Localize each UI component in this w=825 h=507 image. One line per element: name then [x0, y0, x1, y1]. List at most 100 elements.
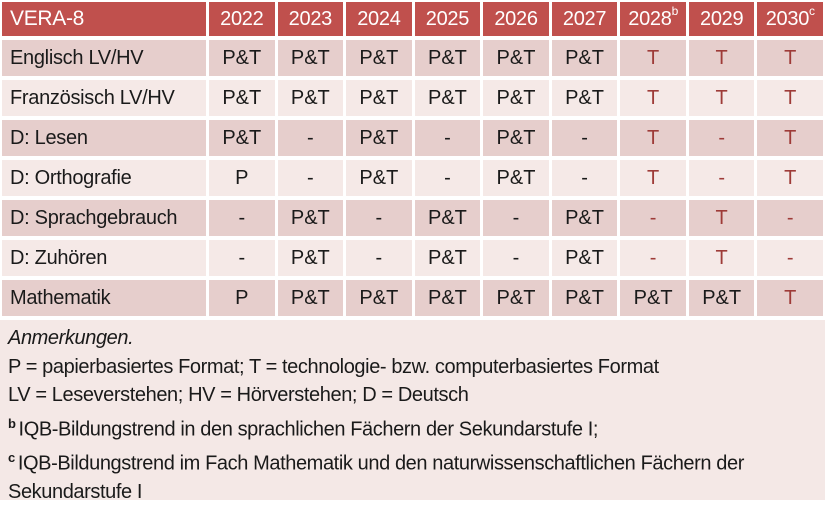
table-header-year-2027: 2027: [551, 2, 618, 36]
row-label: Englisch LV/HV: [2, 40, 206, 76]
table-cell: T: [688, 80, 755, 116]
table-cell: -: [414, 160, 481, 196]
table-cell: T: [620, 120, 686, 156]
note-footnote-c: c IQB-Bildungstrend im Fach Mathematik un…: [8, 444, 817, 507]
table-cell: P&T: [346, 40, 412, 76]
table-header-title: VERA-8: [2, 2, 206, 36]
year-label: 2026: [494, 7, 538, 30]
table-cell: T: [757, 80, 823, 116]
table-cell: P&T: [414, 280, 481, 316]
table-cell: P&T: [414, 80, 481, 116]
table-cell: -: [483, 200, 549, 236]
table-cell: -: [209, 200, 275, 236]
table-cell: T: [620, 80, 686, 116]
table-cell: P&T: [620, 280, 686, 316]
table-cell: P&T: [483, 120, 549, 156]
table-header-year-2026: 2026: [483, 2, 549, 36]
footnote-marker-b: b: [8, 415, 16, 431]
table-header-year-2023: 2023: [277, 2, 344, 36]
table-cell: P&T: [483, 40, 549, 76]
table-cell: -: [483, 240, 549, 276]
footnote-marker-c: c: [8, 449, 15, 465]
year-label: 2023: [288, 7, 333, 30]
table-cell: P&T: [551, 80, 618, 116]
table-cell: P&T: [277, 200, 344, 236]
table-cell: T: [620, 160, 686, 196]
table-cell: P&T: [551, 40, 618, 76]
table-cell: P&T: [688, 280, 755, 316]
table-cell: P&T: [346, 120, 412, 156]
vera-8-table: VERA-8 2022 2023 2024 2025 2026 2027 2028 b 2029 2…: [2, 2, 823, 316]
row-label: Französisch LV/HV: [2, 80, 206, 116]
table-cell: P&T: [277, 40, 344, 76]
note-abbreviation-legend: LV = Leseverstehen; HV = Hörverstehen; D…: [8, 381, 817, 410]
table-header-year-2024: 2024: [346, 2, 412, 36]
table-header-year-2030: 2030 c: [757, 2, 823, 36]
table-cell: -: [688, 120, 755, 156]
table-cell: T: [688, 240, 755, 276]
table-cell: T: [757, 40, 823, 76]
note-text: P = papierbasiertes Format; T = technolo…: [8, 355, 659, 378]
year-label: 2027: [562, 7, 607, 30]
table-cell: P&T: [414, 240, 481, 276]
table-cell: P&T: [346, 80, 412, 116]
table-cell: P&T: [483, 80, 549, 116]
year-label: 2029: [700, 7, 744, 30]
table-cell: P&T: [209, 80, 275, 116]
note-text: LV = Leseverstehen; HV = Hörverstehen; D…: [8, 384, 469, 406]
notes-section: Anmerkungen. P = papierbasiertes Format;…: [0, 320, 825, 503]
row-label: Mathematik: [2, 280, 206, 316]
table-cell: P&T: [414, 200, 481, 236]
table-header-year-2029: 2029: [688, 2, 755, 36]
table-cell: P: [209, 280, 275, 316]
table-cell: P&T: [346, 280, 412, 316]
note-text: IQB-Bildungstrend in den sprachlichen Fä…: [18, 418, 599, 441]
table-cell: P&T: [483, 160, 549, 196]
table-cell: -: [209, 240, 275, 276]
year-label: 2028: [628, 7, 672, 30]
table-cell: -: [277, 120, 344, 156]
table-cell: -: [551, 160, 618, 196]
notes-heading: Anmerkungen.: [8, 327, 134, 349]
table-cell: P&T: [209, 120, 275, 156]
table-cell: T: [688, 40, 755, 76]
table-cell: P&T: [209, 40, 275, 76]
row-label: D: Orthografie: [2, 160, 206, 196]
note-text: IQB-Bildungstrend im Fach Mathematik und…: [8, 452, 744, 503]
table-cell: T: [757, 280, 823, 316]
note-format-legend: P = papierbasiertes Format; T = technolo…: [8, 353, 817, 382]
table-cell: -: [414, 120, 481, 156]
table-cell: P&T: [551, 200, 618, 236]
footnote-marker-c: c: [809, 4, 815, 18]
table-cell: P&T: [483, 280, 549, 316]
table-cell: T: [757, 160, 823, 196]
table-cell: P&T: [551, 280, 618, 316]
table-cell: P: [209, 160, 275, 196]
table-cell: P&T: [277, 80, 344, 116]
table-cell: -: [620, 200, 686, 236]
table-cell: P&T: [277, 280, 344, 316]
table-cell: -: [620, 240, 686, 276]
row-label: D: Lesen: [2, 120, 206, 156]
table-cell: -: [346, 200, 412, 236]
row-label: D: Zuhören: [2, 240, 206, 276]
table-cell: P&T: [414, 40, 481, 76]
year-label: 2024: [357, 7, 401, 30]
table-cell: -: [551, 120, 618, 156]
table-header-year-2022: 2022: [209, 2, 275, 36]
table-cell: -: [277, 160, 344, 196]
footnote-marker-b: b: [671, 4, 679, 18]
table-header-year-2028: 2028 b: [620, 2, 686, 36]
table-cell: -: [757, 240, 823, 276]
table-header-year-2025: 2025: [414, 2, 481, 36]
year-label: 2025: [425, 7, 470, 30]
table-cell: -: [688, 160, 755, 196]
table-cell: T: [620, 40, 686, 76]
year-label: 2030: [765, 7, 810, 30]
note-footnote-b: b IQB-Bildungstrend in den sprachlichen F…: [8, 410, 817, 444]
table-cell: T: [757, 120, 823, 156]
table-cell: P&T: [346, 160, 412, 196]
table-cell: -: [346, 240, 412, 276]
row-label: D: Sprachgebrauch: [2, 200, 206, 236]
table-cell: P&T: [277, 240, 344, 276]
